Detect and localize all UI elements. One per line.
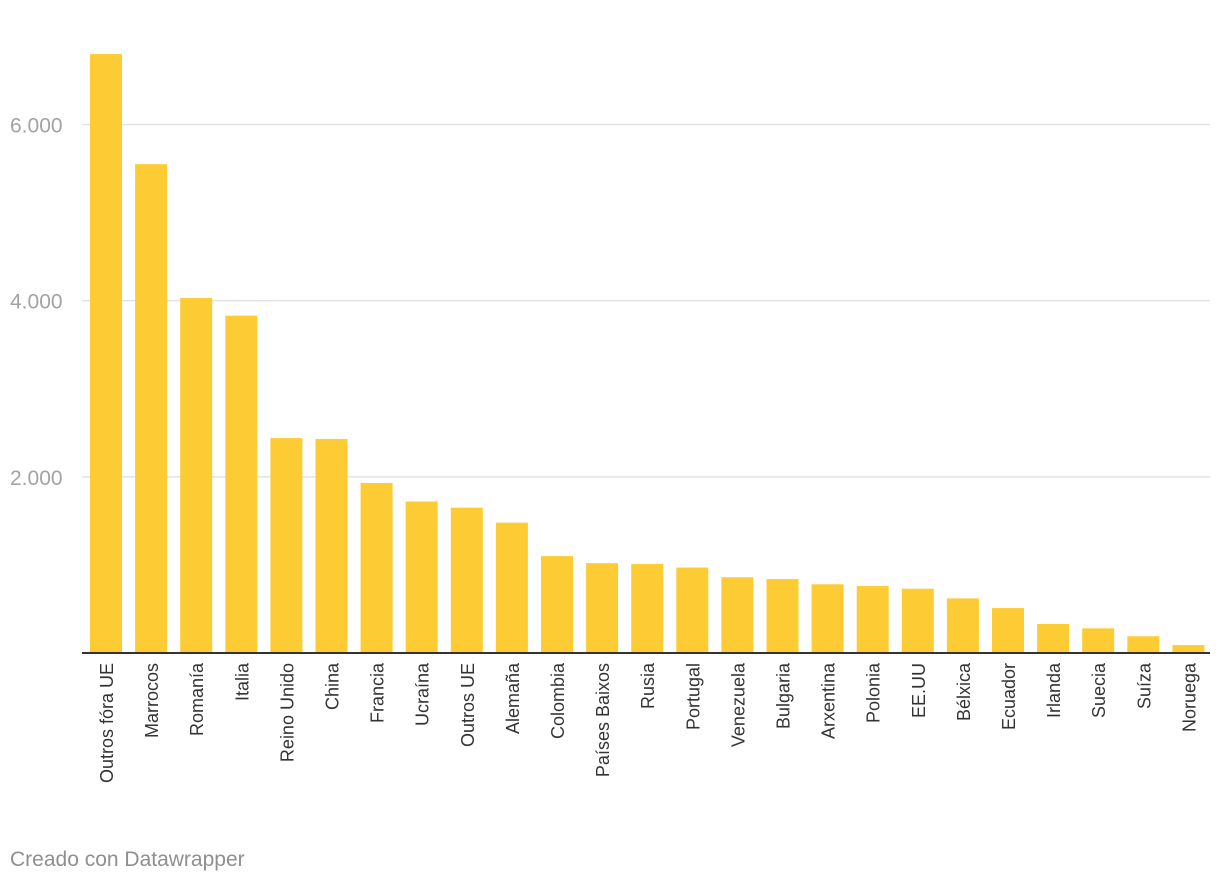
y-axis-tick-labels: 2.000 4.000 6.000 <box>10 115 63 490</box>
bar <box>450 507 483 653</box>
x-category-label: Irlanda <box>1044 662 1064 718</box>
bars <box>90 54 1205 654</box>
y-tick-label: 2.000 <box>10 467 63 490</box>
x-category-label: Portugal <box>683 663 703 730</box>
bar <box>676 567 709 653</box>
bar-chart: 2.000 4.000 6.000 Outros fóra UE Marrocos Ro… <box>10 54 1210 783</box>
x-category-label: Bélxica <box>954 662 974 721</box>
x-category-label: China <box>323 662 343 710</box>
bar <box>901 588 934 653</box>
x-category-label: Noruega <box>1179 662 1199 732</box>
y-tick-label: 4.000 <box>10 291 63 314</box>
bar <box>992 608 1024 653</box>
x-axis-category-labels: Outros fóra UE Marrocos Romanía Italia Reino… <box>97 662 1199 783</box>
x-category-label: Países Baixos <box>593 663 613 777</box>
bar <box>1082 628 1115 653</box>
x-category-label: EE.UU <box>909 663 929 718</box>
bar <box>315 438 348 653</box>
bar <box>135 164 168 653</box>
y-tick-label: 6.000 <box>10 115 63 138</box>
x-category-label: Italia <box>232 662 252 701</box>
bar <box>856 586 889 653</box>
bar <box>586 563 619 653</box>
bar <box>180 298 213 653</box>
bar <box>541 556 573 653</box>
x-category-label: Romanía <box>187 662 207 736</box>
bar <box>225 315 258 653</box>
y-gridlines <box>82 123 1210 478</box>
x-category-label: Rusia <box>638 662 658 709</box>
x-category-label: Alemaña <box>503 662 523 734</box>
bar <box>1172 645 1205 653</box>
x-category-label: Outros fóra UE <box>97 663 117 783</box>
bar <box>631 564 664 653</box>
bar <box>360 482 393 653</box>
chart-credit: Creado con Datawrapper <box>10 848 245 871</box>
bar <box>766 579 799 653</box>
bar <box>90 54 122 654</box>
x-category-label: Suíza <box>1134 662 1154 709</box>
bar <box>1127 636 1160 653</box>
x-category-label: Ecuador <box>999 663 1019 730</box>
bar <box>946 598 979 653</box>
x-category-label: Bulgaria <box>774 662 794 729</box>
x-category-label: Outros UE <box>458 663 478 747</box>
bar <box>405 501 438 653</box>
x-category-label: Polonia <box>864 662 884 723</box>
bar <box>1037 623 1070 653</box>
x-category-label: Arxentina <box>819 662 839 739</box>
x-category-label: Marrocos <box>142 663 162 738</box>
x-category-label: Venezuela <box>728 662 748 747</box>
x-category-label: Suecia <box>1089 662 1109 718</box>
x-category-label: Reino Unido <box>277 663 297 762</box>
x-category-label: Francia <box>368 662 388 723</box>
bar <box>270 438 303 653</box>
bar <box>811 584 844 653</box>
bar <box>495 522 528 653</box>
x-category-label: Colombia <box>548 662 568 739</box>
x-category-label: Ucraína <box>413 662 433 726</box>
bar <box>721 577 754 653</box>
